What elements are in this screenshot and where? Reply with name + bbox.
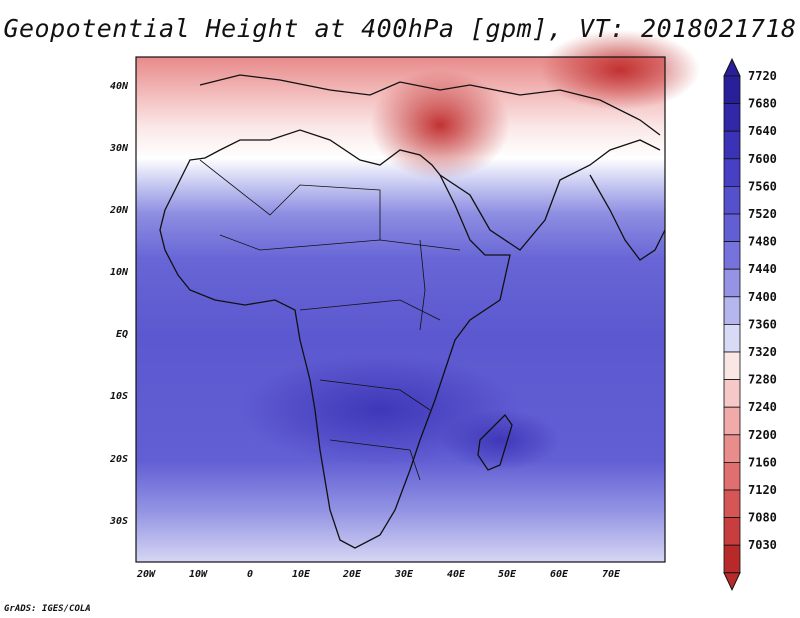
y-tick-label: 40N [110,81,129,92]
map-plot-area [135,30,700,563]
x-tick-label: 20W [136,569,156,580]
y-axis: 40N 30N 20N 10N EQ 10S 20S 30S [109,81,129,527]
colorbar-swatch [723,185,741,215]
colorbar-swatch [723,268,741,298]
colorbar-swatch [723,489,741,519]
border-south-central [319,379,431,411]
colorbar-label: 7520 [748,207,777,221]
colorbar-label: 7680 [748,97,777,111]
colorbar-label: 7320 [748,345,777,359]
colorbar-swatch [723,461,741,491]
colorbar: 7720 7680 7640 7600 7560 7520 7480 7440 7400 7360… [723,57,777,591]
y-tick-label: 10S [110,391,128,402]
eurasia-coast [199,74,661,136]
colorbar-label: 7240 [748,400,777,414]
colorbar-swatch [723,323,741,353]
low-height-center-northeast [540,30,700,110]
colorbar-swatch [723,213,741,243]
colorbar-label: 7360 [748,317,777,331]
border-southern [329,439,421,481]
colorbar-swatch [723,406,741,436]
colorbar-label: 7640 [748,124,777,138]
colorbar-swatch [723,75,741,105]
border-east [419,239,426,331]
x-tick-label: 0 [247,569,253,580]
x-tick-label: 10E [292,569,311,580]
y-tick-label: 10N [110,267,129,278]
y-tick-label: EQ [116,329,128,340]
colorbar-bottom-arrow [723,572,741,591]
x-axis: 20W 10W 0 10E 20E 30E 40E 50E 60E 70E [136,569,621,580]
colorbar-label: 7440 [748,262,777,276]
x-tick-label: 30E [394,569,414,580]
colorbar-label: 7030 [748,538,777,552]
colorbar-swatch [723,517,741,546]
colorbar-label: 7600 [748,152,777,166]
colorbar-swatch [723,103,741,132]
colorbar-label: 7200 [748,428,777,442]
colorbar-label: 7720 [748,69,777,83]
x-tick-label: 70E [602,569,621,580]
arabia-india-coast [439,139,661,251]
high-height-madagascar [440,410,560,470]
x-tick-label: 20E [342,569,362,580]
colorbar-swatch [723,241,741,270]
x-tick-label: 50E [498,569,517,580]
colorbar-swatch [723,544,741,574]
x-tick-label: 40E [447,569,466,580]
border-central [299,299,441,321]
colorbar-swatch [723,379,741,408]
grads-credit: GrADS: IGES/COLA [4,604,91,614]
y-tick-label: 20S [109,454,128,465]
low-height-center-levant [370,70,510,180]
madagascar-coast [477,413,513,471]
colorbar-swatch [723,296,741,325]
border-sahel [219,234,461,251]
colorbar-top-arrow [723,57,741,77]
map-frame [135,56,666,563]
y-tick-label: 20N [109,205,129,216]
x-tick-label: 10W [189,569,208,580]
y-tick-label: 30N [109,143,129,154]
country-borders [199,159,461,481]
y-tick-label: 30S [109,516,128,527]
colorbar-label: 7560 [748,179,777,193]
colorbar-label: 7400 [748,290,777,304]
coastlines [159,74,666,549]
border-sahara [199,159,381,240]
colorbar-label: 7160 [748,455,777,469]
colorbar-swatch [723,434,741,463]
colorbar-label: 7480 [748,235,777,249]
colorbar-swatch [723,351,741,381]
colorbar-label: 7080 [748,511,777,525]
colorbar-label: 7280 [748,373,777,387]
x-tick-label: 60E [550,569,569,580]
africa-coast [159,129,511,549]
colorbar-label: 7120 [748,483,777,497]
colorbar-swatch [723,130,741,160]
colorbar-swatch [723,158,741,187]
india-coast [589,174,666,261]
